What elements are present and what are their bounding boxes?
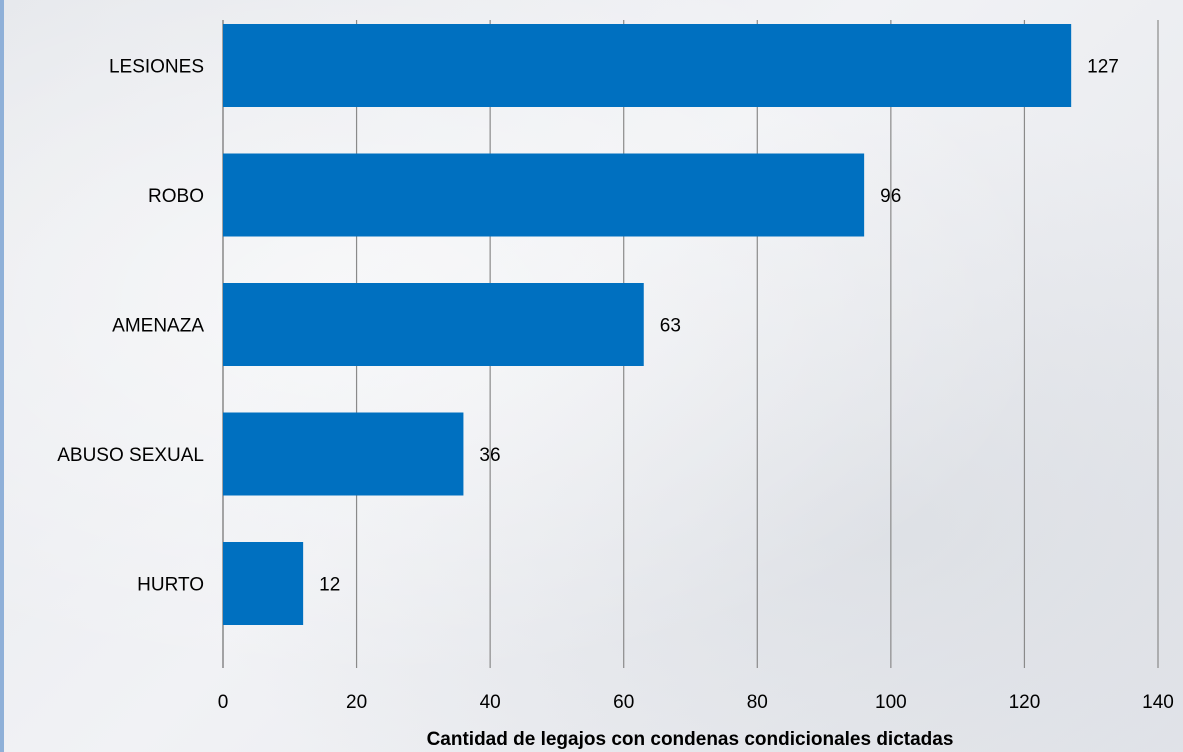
bar-robo xyxy=(223,153,865,237)
category-label: AMENAZA xyxy=(112,316,204,337)
category-label: ABUSO SEXUAL xyxy=(57,445,204,466)
x-axis-title: Cantidad de legajos con condenas condici… xyxy=(427,729,954,750)
category-label: HURTO xyxy=(137,575,204,596)
left-edge-stripe xyxy=(0,0,4,752)
x-tick-label-40: 40 xyxy=(480,692,501,713)
x-tick-label-120: 120 xyxy=(1009,692,1041,713)
data-label: 12 xyxy=(319,575,340,596)
x-tick-label-80: 80 xyxy=(747,692,768,713)
data-label: 96 xyxy=(880,186,901,207)
category-label: LESIONES xyxy=(109,57,204,78)
data-label: 63 xyxy=(660,316,681,337)
category-label: ROBO xyxy=(148,186,204,207)
bar-abuso-sexual xyxy=(223,412,464,496)
x-tick-label-20: 20 xyxy=(346,692,367,713)
bar-amenaza xyxy=(223,283,644,366)
x-tick-label-140: 140 xyxy=(1142,692,1174,713)
data-label: 36 xyxy=(479,445,500,466)
x-tick-label-100: 100 xyxy=(875,692,907,713)
data-label: 127 xyxy=(1087,57,1119,78)
x-tick-label-0: 0 xyxy=(218,692,229,713)
labels: 0 20 40 60 80 100 120 140 LESIONES 127 ROBO 96 AMENA… xyxy=(57,57,1174,714)
x-tick-label-60: 60 xyxy=(613,692,634,713)
bar-hurto xyxy=(223,542,304,625)
bar-lesiones xyxy=(223,24,1072,107)
bars xyxy=(223,24,1072,625)
